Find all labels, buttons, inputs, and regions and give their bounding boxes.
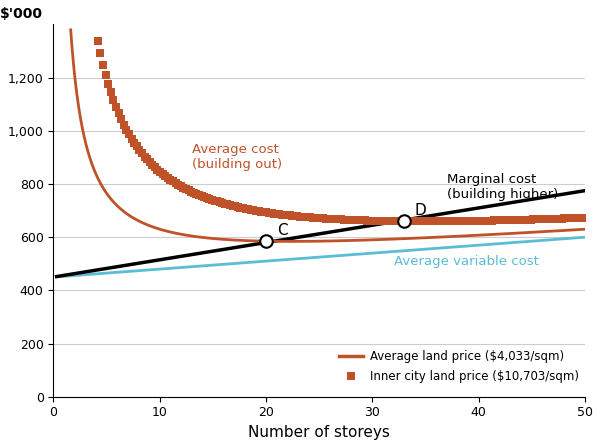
Text: Average variable cost: Average variable cost bbox=[394, 255, 539, 268]
Legend: Average land price ($4,033/sqm), Inner city land price ($10,703/sqm): Average land price ($4,033/sqm), Inner c… bbox=[340, 350, 579, 384]
Text: $'000: $'000 bbox=[0, 7, 43, 21]
X-axis label: Number of storeys: Number of storeys bbox=[248, 425, 390, 440]
Text: C: C bbox=[277, 223, 287, 237]
Text: D: D bbox=[415, 203, 427, 219]
Text: Average cost
(building out): Average cost (building out) bbox=[191, 143, 282, 171]
Text: Marginal cost
(building higher): Marginal cost (building higher) bbox=[447, 173, 558, 201]
